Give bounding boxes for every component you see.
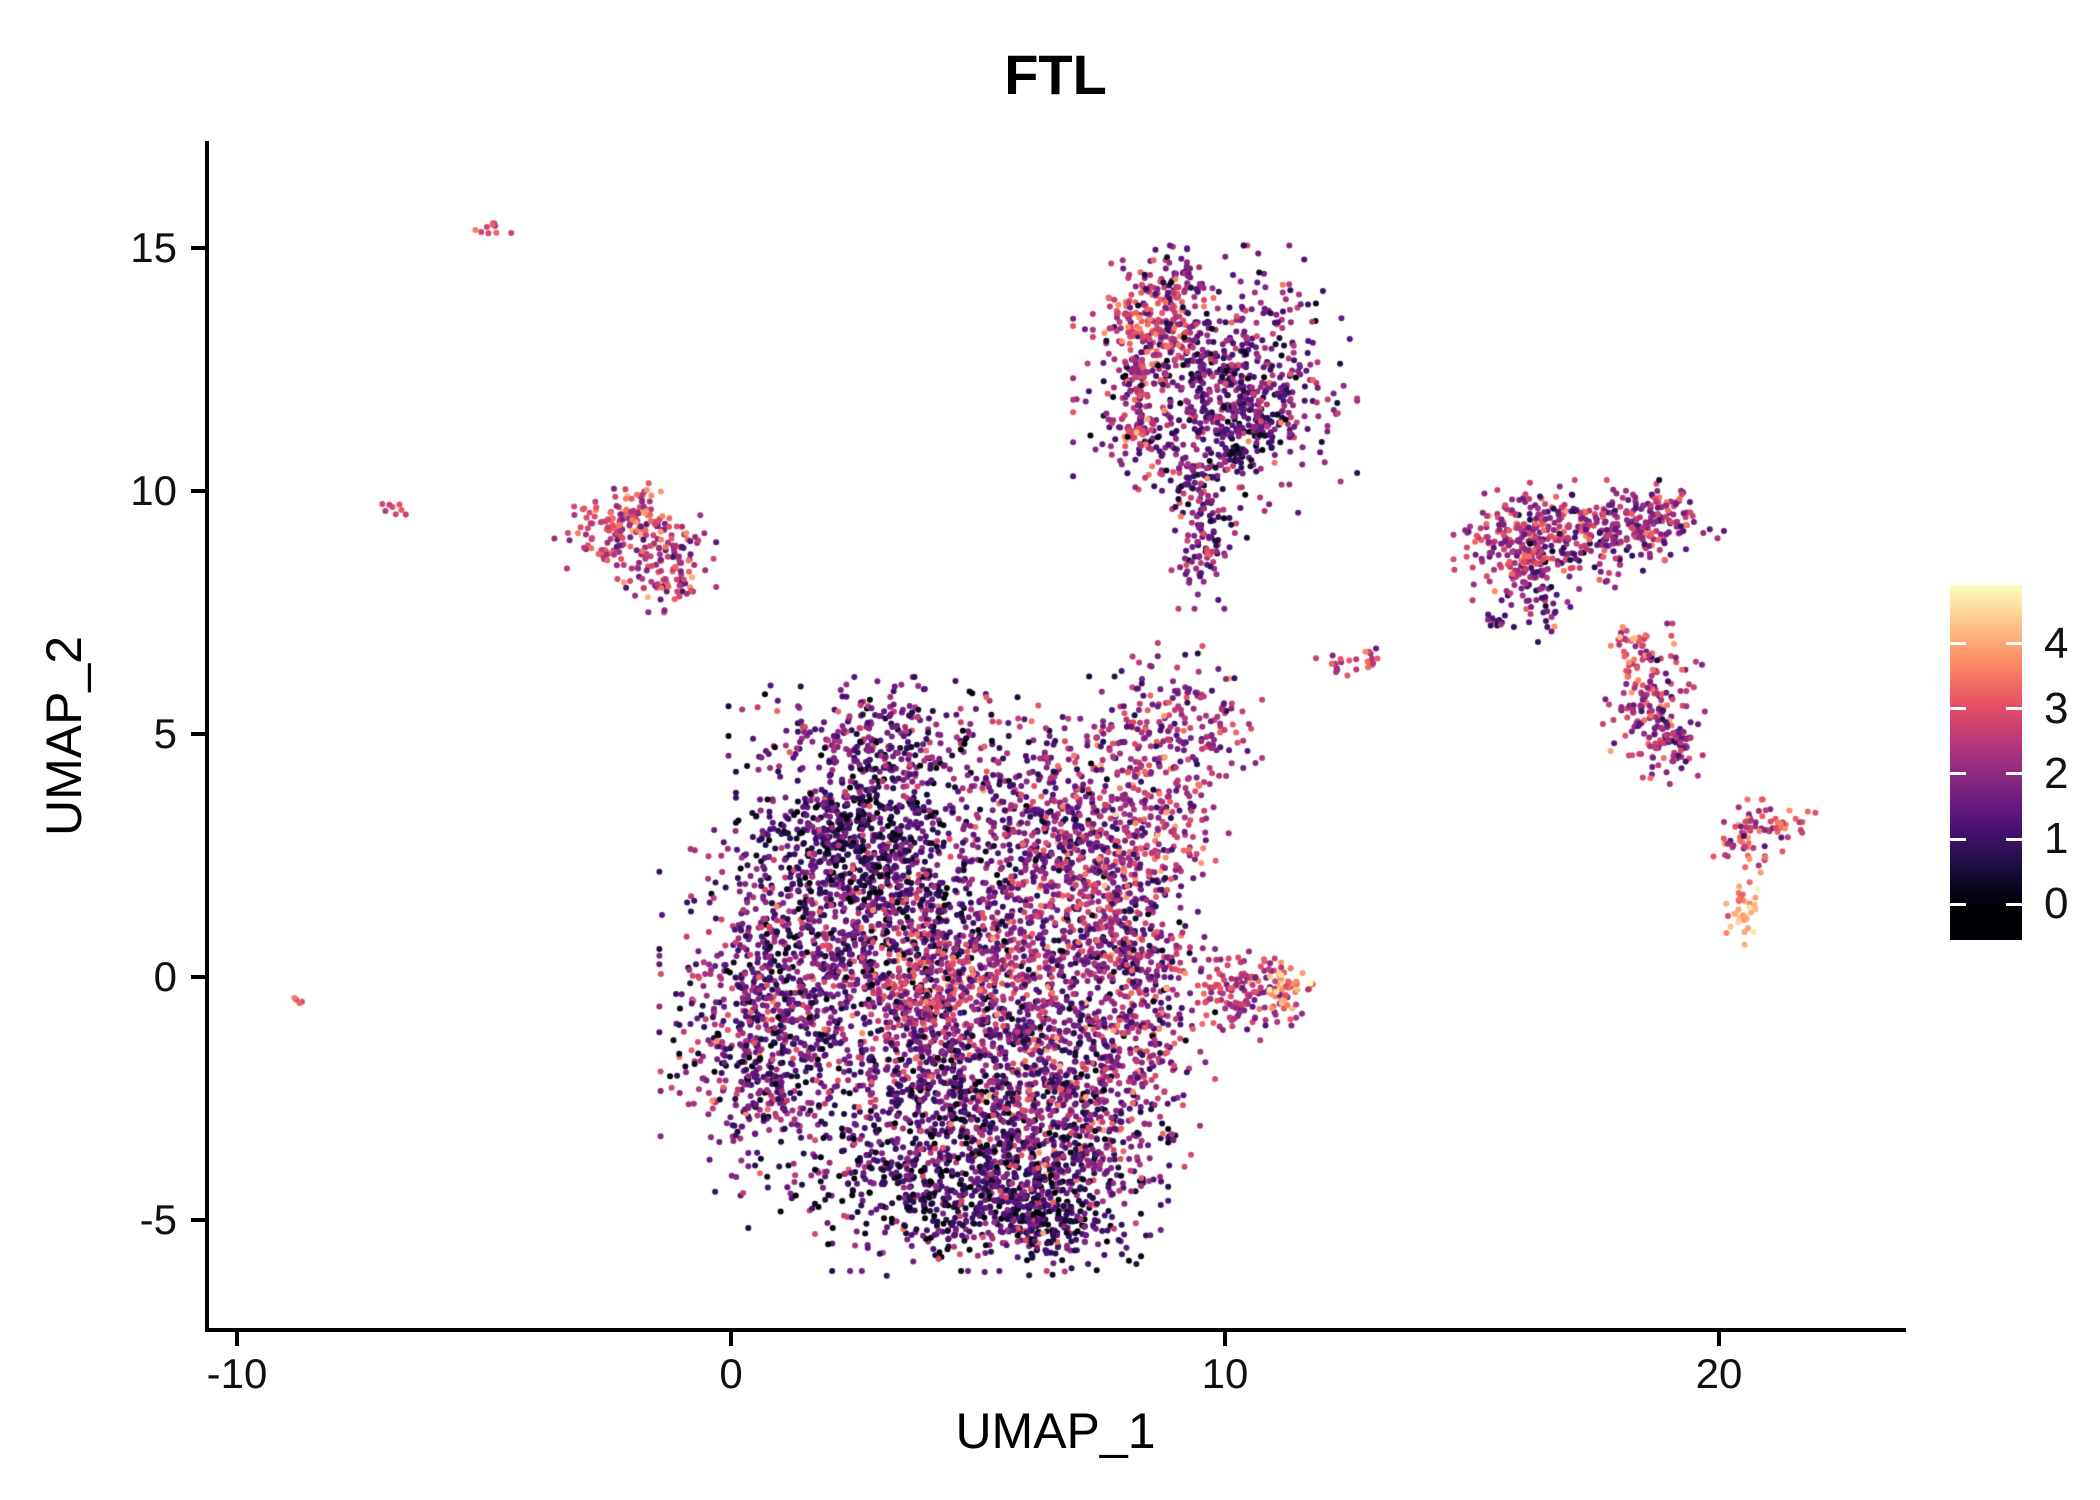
colorbar-tick-mark: [1950, 837, 1966, 841]
colorbar-tick-label-0: 0: [2044, 879, 2069, 929]
colorbar-tick-mark: [2006, 772, 2022, 776]
x-tick-label-0: -10: [206, 1350, 268, 1397]
colorbar-tick-label-3: 3: [2044, 683, 2069, 733]
y-tick-label-1: 0: [153, 953, 177, 1000]
x-axis-label: UMAP_1: [955, 1403, 1156, 1459]
colorbar-tick-mark: [1950, 902, 1966, 906]
x-tick-label-3: 20: [1695, 1350, 1743, 1397]
y-tick-label-2: 5: [153, 710, 177, 757]
colorbar-tick-mark: [1950, 707, 1966, 711]
x-tick-label-2: 10: [1201, 1350, 1249, 1397]
colorbar-tick-mark: [1950, 642, 1966, 646]
colorbar-tick-mark: [1950, 772, 1966, 776]
colorbar-legend: 0 1 2 3 4: [1950, 585, 2068, 940]
plot-title: FTL: [1004, 43, 1107, 106]
x-tick-label-1: 0: [719, 1350, 743, 1397]
colorbar-gradient: [1950, 585, 2022, 940]
colorbar-tick-label-4: 4: [2044, 618, 2069, 668]
y-tick-label-3: 10: [130, 467, 177, 514]
colorbar-tick-mark: [2006, 902, 2022, 906]
y-tick-label-0: -5: [139, 1196, 177, 1243]
y-tick-label-4: 15: [130, 224, 177, 271]
colorbar-tick-mark: [2006, 707, 2022, 711]
colorbar-tick-mark: [2006, 837, 2022, 841]
colorbar-tick-mark: [2006, 642, 2022, 646]
colorbar-tick-label-1: 1: [2044, 814, 2069, 864]
colorbar-tick-label-2: 2: [2044, 748, 2069, 798]
